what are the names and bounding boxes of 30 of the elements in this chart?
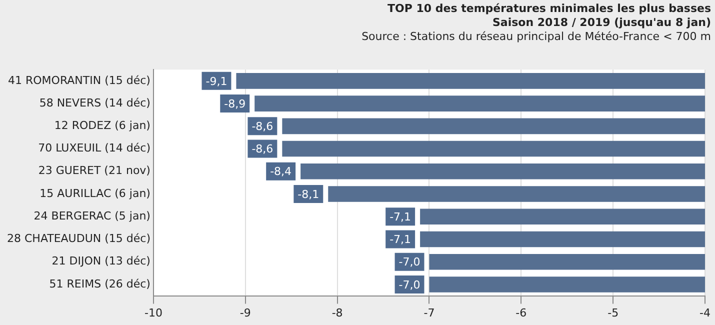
data-label: -9,1 xyxy=(206,74,228,88)
chart-title: TOP 10 des températures minimales les plus basses xyxy=(386,2,711,16)
y-tick-label: 70 LUXEUIL (14 déc) xyxy=(38,142,150,155)
chart-subtitle: Saison 2018 / 2019 (jusqu'au 8 jan) xyxy=(492,16,711,30)
data-label: -8,4 xyxy=(270,165,292,178)
data-label: -8,1 xyxy=(298,188,320,201)
y-tick-label: 28 CHATEAUDUN (15 déc) xyxy=(7,232,150,246)
x-tick-label: -7 xyxy=(424,306,435,320)
y-tick-label: 58 NEVERS (14 déc) xyxy=(39,96,150,110)
x-tick-label: -8 xyxy=(332,306,343,320)
x-tick-label: -4 xyxy=(700,306,710,320)
y-tick-label: 41 ROMORANTIN (15 déc) xyxy=(8,74,150,87)
data-label: -8,9 xyxy=(224,97,246,110)
y-tick-label: 15 AURILLAC (6 jan) xyxy=(40,186,150,200)
x-tick-label: -6 xyxy=(516,306,527,320)
y-tick-label: 21 DIJON (13 déc) xyxy=(52,254,150,268)
data-label: -8,6 xyxy=(252,142,274,156)
y-tick-label: 23 GUERET (21 nov) xyxy=(38,164,150,178)
data-label: -7,0 xyxy=(398,256,420,269)
x-tick-label: -5 xyxy=(608,306,619,320)
data-label: -8,6 xyxy=(252,120,274,134)
data-label: -7,0 xyxy=(398,278,420,292)
x-tick-label: -10 xyxy=(144,306,162,320)
data-label: -7,1 xyxy=(390,233,412,246)
y-tick-label: 51 REIMS (26 déc) xyxy=(49,277,150,290)
source-note: Source : Stations du réseau principal de Météo-France < 700 m xyxy=(360,30,711,44)
y-tick-label: 24 BERGERAC (5 jan) xyxy=(34,209,150,222)
x-tick-label: -9 xyxy=(240,306,251,320)
y-tick-label: 12 RODEZ (6 jan) xyxy=(54,119,150,132)
data-label: -7,1 xyxy=(390,210,412,224)
